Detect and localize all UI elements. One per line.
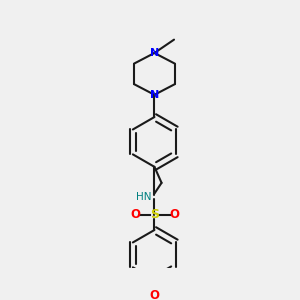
Text: O: O bbox=[169, 208, 179, 221]
Text: N: N bbox=[150, 48, 159, 58]
Text: N: N bbox=[150, 90, 159, 100]
Text: O: O bbox=[130, 208, 140, 221]
Text: S: S bbox=[150, 208, 159, 221]
Text: O: O bbox=[149, 289, 159, 300]
Text: HN: HN bbox=[136, 192, 152, 202]
